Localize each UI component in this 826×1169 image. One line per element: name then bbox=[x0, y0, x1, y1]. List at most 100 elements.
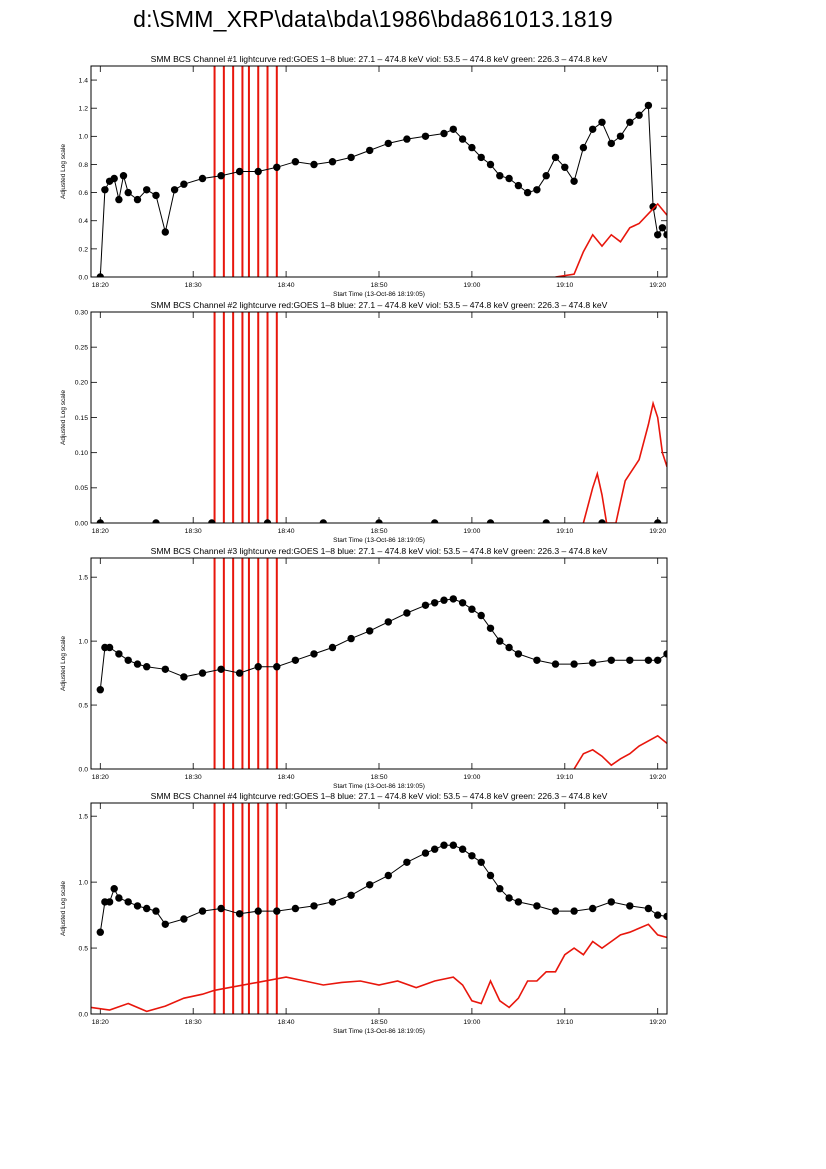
data-point bbox=[263, 519, 272, 523]
x-tick-label: 18:40 bbox=[278, 1019, 295, 1026]
plot-area bbox=[96, 312, 667, 523]
y-tick-label: 0.5 bbox=[79, 702, 89, 709]
y-tick-label: 0.2 bbox=[79, 246, 89, 253]
data-point bbox=[579, 143, 588, 152]
data-point bbox=[626, 902, 634, 910]
y-tick-label: 0.0 bbox=[79, 274, 89, 281]
y-tick-label: 1.0 bbox=[79, 880, 89, 887]
data-point bbox=[644, 101, 653, 110]
data-point bbox=[115, 650, 123, 658]
data-point bbox=[654, 656, 662, 664]
data-point bbox=[310, 160, 318, 169]
chart-title: SMM BCS Channel #4 lightcurve red:GOES 1… bbox=[151, 791, 608, 801]
x-tick-label: 18:30 bbox=[185, 528, 202, 535]
data-point bbox=[110, 885, 118, 893]
data-point bbox=[124, 188, 132, 197]
data-point bbox=[505, 643, 513, 652]
data-point bbox=[384, 871, 392, 880]
data-point bbox=[440, 129, 448, 138]
data-point bbox=[310, 650, 318, 658]
y-tick-label: 0.0 bbox=[79, 1011, 89, 1018]
y-axis-label: Adjusted Log scale bbox=[60, 636, 67, 691]
data-point bbox=[542, 519, 550, 523]
y-tick-label: 1.0 bbox=[79, 134, 89, 141]
data-point bbox=[607, 656, 615, 664]
data-point bbox=[458, 599, 467, 607]
x-tick-label: 18:50 bbox=[370, 774, 387, 781]
x-tick-label: 18:30 bbox=[185, 1019, 202, 1026]
y-tick-label: 0.05 bbox=[75, 485, 88, 492]
x-tick-label: 18:50 bbox=[370, 282, 387, 289]
data-point bbox=[654, 519, 662, 523]
data-point bbox=[663, 231, 667, 239]
data-point bbox=[589, 125, 597, 133]
data-point bbox=[208, 519, 216, 523]
data-line bbox=[99, 104, 667, 277]
page-title: d:\SMM_XRP\data\bda\1986\bda861013.1819 bbox=[133, 6, 613, 32]
data-point bbox=[607, 898, 615, 906]
data-point bbox=[533, 902, 541, 910]
data-point bbox=[598, 519, 606, 523]
data-point bbox=[654, 911, 662, 919]
data-point bbox=[291, 158, 300, 166]
x-tick-label: 18:20 bbox=[92, 282, 109, 289]
y-axis-label: Adjusted Log scale bbox=[60, 390, 67, 445]
data-point bbox=[468, 143, 476, 152]
y-axis-label: Adjusted Log scale bbox=[60, 144, 67, 199]
data-point bbox=[235, 669, 244, 677]
data-point bbox=[96, 519, 104, 523]
x-tick-label: 18:30 bbox=[185, 282, 202, 289]
y-tick-label: 0.00 bbox=[75, 520, 88, 527]
data-point bbox=[347, 153, 355, 162]
data-point bbox=[542, 172, 550, 180]
data-point bbox=[523, 188, 532, 197]
data-point bbox=[626, 656, 634, 664]
data-point bbox=[403, 609, 411, 617]
data-point bbox=[217, 904, 225, 913]
chart-panel-2: SMM BCS Channel #2 lightcurve red:GOES 1… bbox=[60, 300, 668, 544]
data-point bbox=[105, 898, 114, 906]
data-point bbox=[105, 643, 114, 652]
data-point bbox=[152, 191, 160, 200]
data-point bbox=[366, 146, 374, 155]
data-point bbox=[115, 894, 123, 902]
data-point bbox=[458, 845, 467, 853]
x-tick-label: 18:20 bbox=[92, 1019, 109, 1026]
data-point bbox=[273, 907, 281, 915]
plot-frame bbox=[90, 65, 668, 278]
data-point bbox=[644, 904, 653, 913]
data-point bbox=[654, 231, 662, 239]
plot-area bbox=[96, 558, 667, 769]
chart-panel-3: SMM BCS Channel #3 lightcurve red:GOES 1… bbox=[60, 546, 668, 790]
chart-panel-1: SMM BCS Channel #1 lightcurve red:GOES 1… bbox=[60, 54, 668, 298]
data-point bbox=[152, 519, 160, 523]
data-point bbox=[133, 660, 142, 668]
data-point bbox=[161, 228, 169, 236]
data-point bbox=[170, 186, 179, 194]
data-point bbox=[458, 135, 467, 143]
x-tick-label: 19:00 bbox=[463, 528, 480, 535]
data-point bbox=[421, 849, 430, 857]
y-tick-label: 1.2 bbox=[79, 106, 89, 113]
data-point bbox=[570, 907, 578, 915]
data-point bbox=[440, 596, 448, 604]
data-point bbox=[496, 172, 504, 180]
data-point bbox=[133, 902, 142, 910]
x-tick-label: 18:40 bbox=[278, 282, 295, 289]
x-tick-label: 19:10 bbox=[556, 1019, 573, 1026]
x-tick-label: 18:20 bbox=[92, 774, 109, 781]
data-point bbox=[96, 273, 104, 277]
data-point bbox=[514, 650, 523, 658]
data-point bbox=[124, 898, 132, 906]
x-tick-label: 19:20 bbox=[649, 528, 666, 535]
plot-frame bbox=[90, 557, 668, 770]
y-tick-label: 1.0 bbox=[79, 639, 89, 646]
data-point bbox=[254, 907, 262, 915]
data-point bbox=[115, 195, 123, 204]
x-tick-label: 19:10 bbox=[556, 774, 573, 781]
data-point bbox=[449, 125, 457, 133]
data-point bbox=[198, 174, 207, 183]
data-point bbox=[505, 174, 513, 183]
data-point bbox=[598, 118, 606, 127]
